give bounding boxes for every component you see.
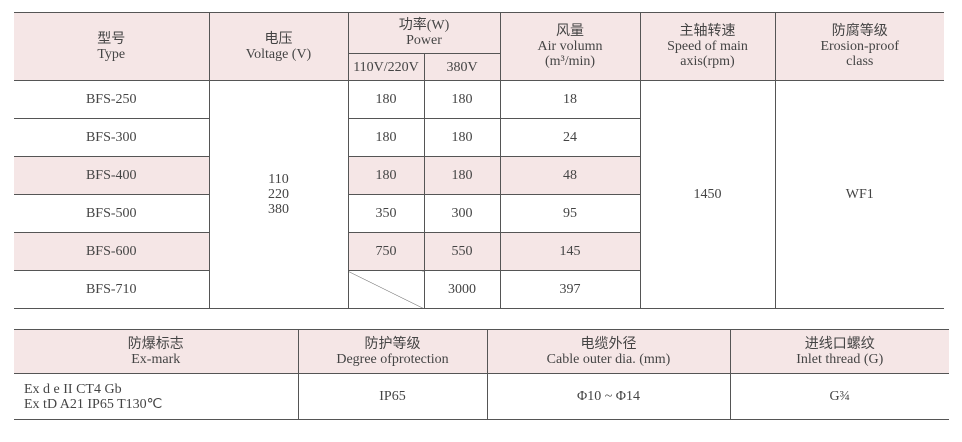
table-row: BFS-400 180 180 48	[14, 156, 944, 195]
header-air-volume: 风量 Air volumn (m³/min)	[499, 12, 641, 81]
table-row: BFS-250 110 220 380 180 180 18 1450 WF1	[14, 80, 944, 309]
power-380-cell: 180	[423, 118, 501, 157]
header-type: 型号 Type	[14, 12, 210, 81]
voltage-cell: 110 220 380	[208, 80, 349, 309]
power-110-220-cell-empty	[347, 270, 425, 309]
table-row: BFS-500 350 300 95	[14, 194, 944, 233]
speed-cell: 1450	[639, 80, 776, 309]
header-power-110-220: 110V/220V	[348, 53, 425, 81]
air-volume-cell: 145	[499, 232, 640, 271]
power-380-cell: 180	[423, 156, 501, 195]
spec-table: 型号 Type 电压 Voltage (V) 功率(W) Power 风量 Air vo…	[14, 12, 944, 309]
cable-cell: Φ10 ~ Φ14	[486, 373, 731, 420]
header-power-380: 380V	[423, 53, 500, 81]
header-speed: 主轴转速 Speed of main axis(rpm)	[639, 12, 776, 81]
protection-cell: IP65	[297, 373, 488, 420]
power-110-220-cell: 750	[347, 232, 425, 271]
header-thread: 进线口螺纹 Inlet thread (G)	[729, 329, 949, 374]
air-volume-cell: 95	[499, 194, 640, 233]
power-380-cell: 300	[423, 194, 501, 233]
exmark-cell: Ex d e II CT4 Gb Ex tD A21 IP65 T130℃	[14, 373, 299, 420]
header-erosion: 防腐等级 Erosion-proof class	[774, 12, 944, 81]
table-row: BFS-710 3000 397	[14, 270, 944, 309]
type-cell: BFS-250	[14, 80, 210, 119]
air-volume-cell: 397	[499, 270, 640, 309]
power-380-cell: 3000	[423, 270, 501, 309]
power-110-220-cell: 180	[347, 118, 425, 157]
air-volume-cell: 18	[499, 80, 641, 119]
type-cell: BFS-500	[14, 194, 210, 233]
header-exmark: 防爆标志 Ex-mark	[14, 329, 299, 374]
header-power: 功率(W) Power	[347, 12, 501, 54]
air-volume-cell: 24	[499, 118, 640, 157]
type-cell: BFS-400	[14, 156, 210, 195]
air-volume-cell: 48	[499, 156, 640, 195]
table-row: BFS-600 750 550 145	[14, 232, 944, 271]
power-380-cell: 550	[423, 232, 501, 271]
erosion-cell: WF1	[774, 80, 944, 309]
header-voltage: 电压 Voltage (V)	[208, 12, 349, 81]
type-cell: BFS-600	[14, 232, 210, 271]
header-protection: 防护等级 Degree ofprotection	[297, 329, 488, 374]
type-cell: BFS-710	[14, 270, 210, 309]
power-110-220-cell: 350	[347, 194, 425, 233]
thread-cell: G¾	[729, 373, 949, 420]
protection-table: 防爆标志 Ex-mark 防护等级 Degree ofprotection 电缆外径…	[14, 329, 949, 420]
power-380-cell: 180	[423, 80, 501, 119]
header-cable: 电缆外径 Cable outer dia. (mm)	[486, 329, 731, 374]
power-110-220-cell: 180	[347, 156, 425, 195]
table-row: Ex d e II CT4 Gb Ex tD A21 IP65 T130℃ IP6…	[14, 373, 949, 420]
power-110-220-cell: 180	[347, 80, 425, 119]
type-cell: BFS-300	[14, 118, 210, 157]
